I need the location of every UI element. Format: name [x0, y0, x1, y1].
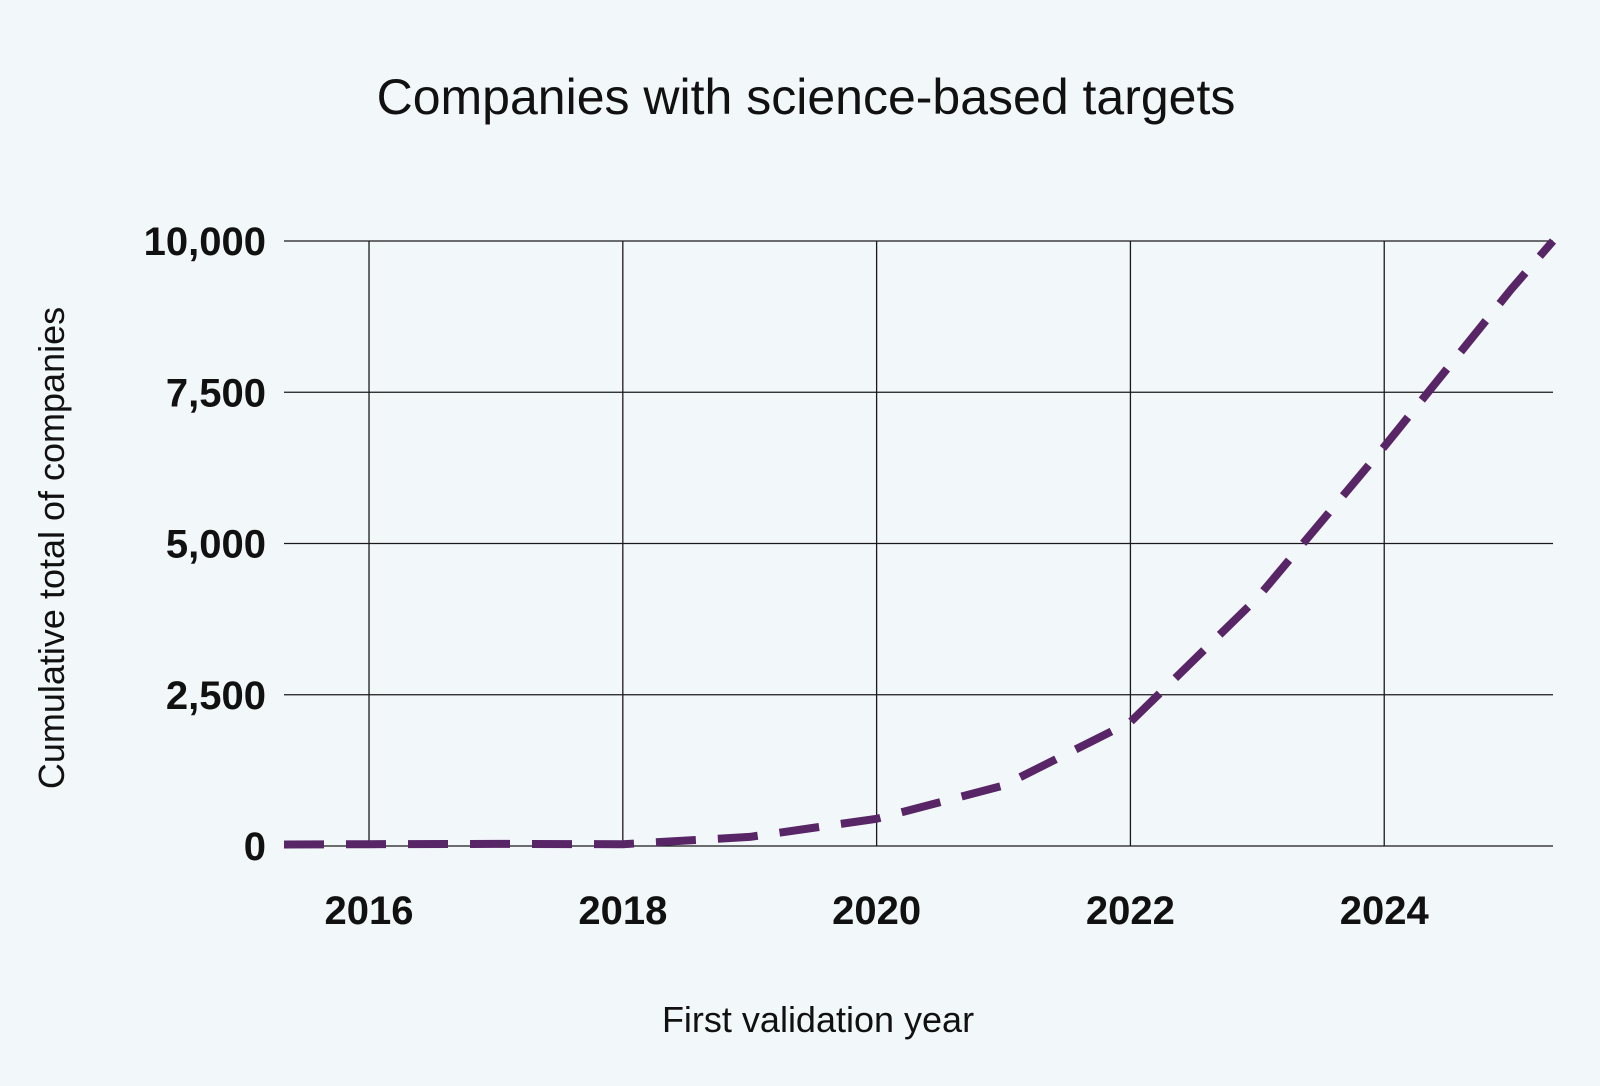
x-axis-title: First validation year — [662, 999, 974, 1040]
x-tick-label: 2018 — [578, 889, 667, 933]
grid — [284, 240, 1553, 847]
x-tick-label: 2022 — [1086, 889, 1175, 933]
y-axis-title: Cumulative total of companies — [31, 307, 72, 789]
y-axis-ticks: 0 2,500 5,000 7,500 10,000 — [144, 220, 266, 869]
y-tick-label: 7,500 — [166, 371, 266, 415]
y-tick-label: 0 — [244, 825, 266, 869]
x-tick-label: 2016 — [325, 889, 414, 933]
x-axis-ticks: 2016 2018 2020 2022 2024 — [325, 889, 1430, 933]
y-tick-label: 10,000 — [144, 220, 266, 264]
x-tick-label: 2020 — [832, 889, 921, 933]
chart-title: Companies with science-based targets — [377, 69, 1236, 125]
x-tick-label: 2024 — [1340, 889, 1430, 933]
series-layer — [283, 238, 1557, 849]
y-tick-label: 5,000 — [166, 523, 266, 567]
series-line — [283, 238, 1557, 849]
y-tick-label: 2,500 — [166, 674, 266, 718]
